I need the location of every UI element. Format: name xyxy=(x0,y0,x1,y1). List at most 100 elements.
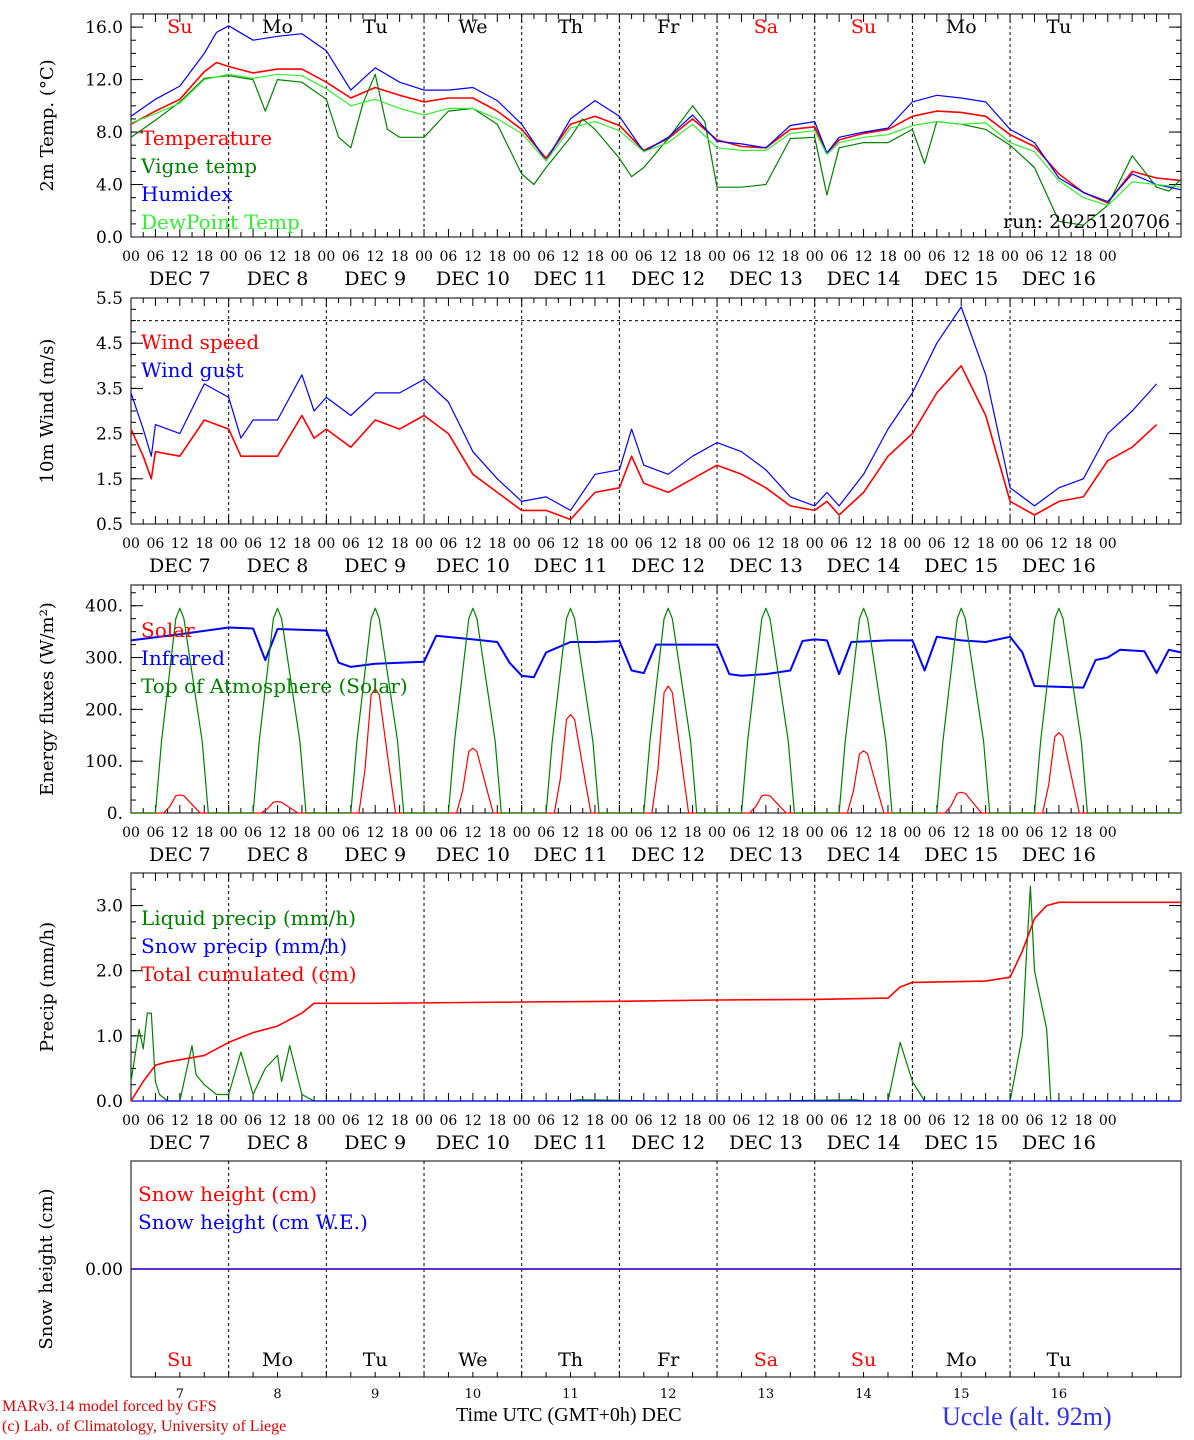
series-solar xyxy=(131,685,1181,814)
x-hour-label: 06 xyxy=(830,536,848,552)
legend-entry: Snow height (cm) xyxy=(138,1182,317,1206)
x-hour-label: 18 xyxy=(195,249,213,265)
x-day-label: DEC 10 xyxy=(436,1132,510,1154)
y-tick-label: 4.0 xyxy=(96,176,123,196)
day-number-label: 16 xyxy=(1051,1387,1068,1402)
panel-frame xyxy=(130,13,1182,238)
x-hour-label: 06 xyxy=(342,249,360,265)
x-hour-label: 12 xyxy=(659,249,677,265)
legend-entry: Temperature xyxy=(141,126,272,150)
x-hour-label: 12 xyxy=(952,249,970,265)
x-hour-label: 18 xyxy=(391,249,409,265)
legend-entry: Top of Atmosphere (Solar) xyxy=(141,674,408,698)
x-hour-label: 00 xyxy=(513,825,531,841)
x-hour-label: 18 xyxy=(293,825,311,841)
y-tick-label: 1.0 xyxy=(96,1027,123,1047)
x-hour-label: 12 xyxy=(952,1113,970,1129)
x-hour-label: 06 xyxy=(1026,536,1044,552)
series-temperature xyxy=(130,61,1182,204)
day-number-label: 9 xyxy=(371,1387,379,1402)
y-tick-label: 3.0 xyxy=(96,897,123,917)
x-day-label: DEC 13 xyxy=(729,555,803,577)
x-hour-label: 18 xyxy=(684,1113,702,1129)
x-hour-label: 00 xyxy=(1001,825,1019,841)
x-hour-label: 06 xyxy=(928,825,946,841)
x-hour-label: 18 xyxy=(1074,1113,1092,1129)
x-hour-label: 00 xyxy=(220,249,238,265)
x-hour-label: 06 xyxy=(635,1113,653,1129)
x-day-label: DEC 8 xyxy=(247,555,309,577)
x-hour-label: 12 xyxy=(269,825,287,841)
weekday-label-bottom: Mo xyxy=(262,1349,293,1371)
x-hour-label: 00 xyxy=(122,536,140,552)
panel-energy xyxy=(130,584,1182,814)
x-day-label: DEC 7 xyxy=(149,844,211,866)
weekday-label-bottom: Su xyxy=(167,1349,192,1371)
series-wind-speed xyxy=(130,365,1158,521)
x-hour-label: 12 xyxy=(1050,536,1068,552)
x-day-label: DEC 10 xyxy=(436,555,510,577)
x-hour-label: 00 xyxy=(806,1113,824,1129)
x-hour-label: 06 xyxy=(635,249,653,265)
weekday-label-bottom: Tu xyxy=(1046,1349,1071,1371)
x-hour-label: 18 xyxy=(684,825,702,841)
weekday-label-top: Fr xyxy=(657,16,680,38)
x-hour-label: 00 xyxy=(1099,1113,1117,1129)
x-day-label: DEC 13 xyxy=(729,1132,803,1154)
x-hour-label: 18 xyxy=(977,536,995,552)
series-dewpoint-temp xyxy=(130,73,1182,207)
x-hour-label: 06 xyxy=(244,249,262,265)
x-hour-label: 00 xyxy=(317,825,335,841)
x-hour-label: 06 xyxy=(1026,249,1044,265)
x-day-label: DEC 14 xyxy=(827,268,901,290)
day-number-label: 13 xyxy=(758,1387,775,1402)
x-hour-label: 12 xyxy=(171,536,189,552)
x-day-label: DEC 8 xyxy=(247,1132,309,1154)
x-hour-label: 18 xyxy=(1074,536,1092,552)
run-label: run: 2025120706 xyxy=(1003,211,1170,233)
x-day-label: DEC 7 xyxy=(149,1132,211,1154)
y-axis-label: Snow height (cm) xyxy=(36,1188,57,1349)
x-hour-label: 00 xyxy=(610,249,628,265)
x-hour-label: 00 xyxy=(415,249,433,265)
x-hour-label: 18 xyxy=(488,536,506,552)
y-tick-label: 0.0 xyxy=(96,228,123,248)
weekday-label-top: Mo xyxy=(946,16,977,38)
x-day-label: DEC 16 xyxy=(1022,268,1096,290)
x-hour-label: 06 xyxy=(635,825,653,841)
y-tick-label: 3.5 xyxy=(96,379,123,399)
x-hour-label: 00 xyxy=(610,825,628,841)
x-day-label: DEC 13 xyxy=(729,844,803,866)
series-top-of-atmosphere-solar xyxy=(131,607,1181,814)
weekday-label-top: Tu xyxy=(363,16,388,38)
y-tick-label: 400. xyxy=(85,597,123,617)
x-hour-label: 18 xyxy=(586,536,604,552)
x-hour-label: 18 xyxy=(195,825,213,841)
x-hour-label: 06 xyxy=(733,1113,751,1129)
legend-entry: Liquid precip (mm/h) xyxy=(141,906,356,930)
x-hour-label: 00 xyxy=(1001,1113,1019,1129)
x-hour-label: 06 xyxy=(537,536,555,552)
x-hour-label: 00 xyxy=(903,536,921,552)
x-hour-label: 18 xyxy=(879,825,897,841)
weekday-label-top: Su xyxy=(167,16,192,38)
x-hour-label: 00 xyxy=(513,536,531,552)
x-hour-label: 00 xyxy=(220,825,238,841)
day-number-label: 11 xyxy=(562,1387,579,1402)
day-number-label: 14 xyxy=(855,1387,872,1402)
series-humidex xyxy=(130,25,1182,203)
x-hour-label: 12 xyxy=(1050,825,1068,841)
x-hour-label: 06 xyxy=(830,1113,848,1129)
x-hour-label: 00 xyxy=(610,1113,628,1129)
series-total-cumulated-cm xyxy=(130,901,1181,1102)
x-hour-label: 06 xyxy=(147,825,165,841)
weekday-label-bottom: Fr xyxy=(657,1349,680,1371)
x-hour-label: 00 xyxy=(317,536,335,552)
x-hour-label: 06 xyxy=(635,536,653,552)
x-hour-label: 00 xyxy=(122,249,140,265)
x-day-label: DEC 12 xyxy=(631,844,705,866)
x-hour-label: 06 xyxy=(147,249,165,265)
y-tick-label: 100. xyxy=(85,752,123,772)
legend-entry: Wind speed xyxy=(141,330,259,354)
y-tick-label: 2.0 xyxy=(96,962,123,982)
